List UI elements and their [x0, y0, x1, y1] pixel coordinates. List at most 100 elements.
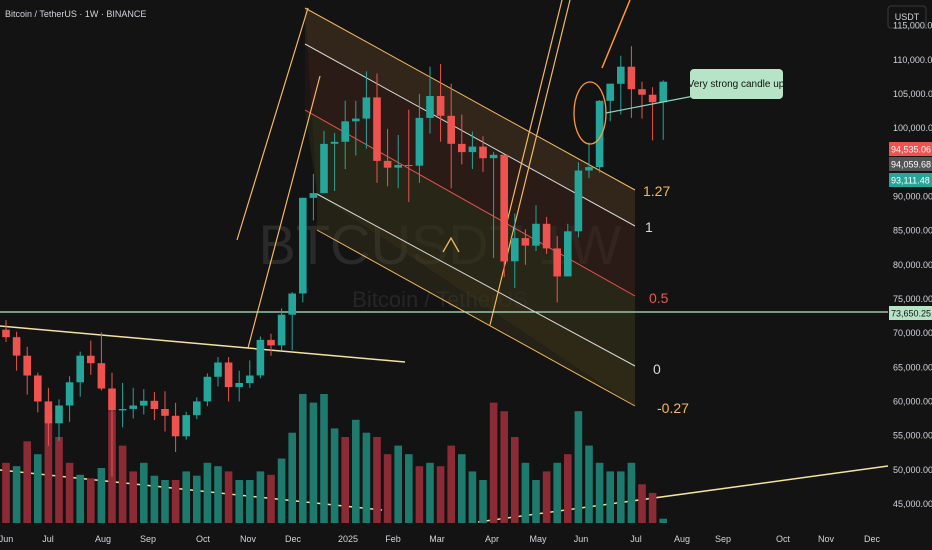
- candle: [12, 331, 21, 371]
- candle-body: [97, 363, 106, 389]
- candle: [648, 87, 657, 141]
- time-axis[interactable]: Jun Jul Aug Sep Oct Nov Dec 2025 Feb Mar Apr May Jun…: [0, 534, 880, 544]
- candle-body: [574, 170, 583, 232]
- candle: [267, 333, 275, 356]
- candle-body: [426, 96, 434, 118]
- candle-body: [352, 118, 360, 122]
- candle-body: [468, 146, 477, 153]
- candle: [87, 340, 95, 375]
- volume-bar: [34, 454, 42, 523]
- fib-label-neg027: -0.27: [657, 400, 689, 416]
- trend-line-rally-lower: [489, 0, 571, 326]
- candle: [606, 83, 614, 122]
- candle-body: [383, 160, 392, 168]
- volume-bar: [150, 475, 159, 523]
- candle-body: [458, 143, 466, 153]
- candle-body: [521, 238, 530, 246]
- price-tick-label: 100,000.00: [893, 123, 932, 133]
- price-tag-box: [889, 173, 932, 187]
- volume-bar: [118, 445, 127, 523]
- time-tick-label: Aug: [674, 534, 690, 544]
- candle-body: [34, 375, 42, 402]
- trend-lines[interactable]: [0, 0, 889, 523]
- fib-label-1: 1: [645, 219, 653, 235]
- candle-body: [447, 115, 455, 144]
- candle: [309, 173, 318, 221]
- price-tick-label: 75,000.00: [893, 294, 932, 304]
- volume-bar: [309, 402, 318, 523]
- volume-bar: [214, 466, 222, 523]
- candle-body: [330, 141, 339, 144]
- volume-bar: [203, 462, 212, 523]
- candle: [214, 357, 222, 387]
- time-tick-label: Dec: [864, 534, 881, 544]
- candle: [659, 80, 667, 140]
- candle: [394, 135, 402, 189]
- volume-bar: [521, 462, 530, 523]
- candle: [489, 152, 498, 258]
- volume-bar: [352, 419, 360, 523]
- candle-body: [489, 154, 498, 159]
- volume-bar: [140, 462, 148, 523]
- candle: [458, 114, 466, 165]
- price-tick-label: 60,000.00: [893, 396, 932, 406]
- price-tags: 94,535.06 94,059.68 93,111.48 73,650.25: [889, 142, 932, 320]
- candle-body: [182, 415, 190, 437]
- time-tick-label: 2025: [338, 534, 358, 544]
- callout-box: [690, 69, 783, 99]
- candle: [55, 399, 63, 442]
- volume-bar: [383, 454, 392, 523]
- candle: [65, 376, 74, 422]
- candle-body: [203, 376, 212, 402]
- candle: [447, 83, 455, 189]
- candle: [140, 389, 148, 415]
- fib-channel[interactable]: 1.27 1 0.5 0 -0.27: [304, 7, 689, 416]
- volume-bar: [373, 437, 381, 523]
- time-tick-label: May: [529, 534, 547, 544]
- time-tick-label: Sep: [140, 534, 156, 544]
- price-tag-text: 73,650.25: [891, 309, 931, 319]
- candle-body: [436, 96, 445, 116]
- candle: [500, 154, 508, 278]
- candle: [352, 100, 360, 156]
- trend-line-rally-upper: [504, 0, 563, 231]
- currency-button[interactable]: USDT: [887, 5, 927, 29]
- candle: [161, 391, 169, 432]
- candle: [595, 100, 604, 173]
- candle-body: [617, 66, 625, 84]
- candle-body: [23, 355, 31, 376]
- candle-body: [108, 388, 116, 411]
- candle-body: [193, 401, 201, 416]
- candle-body: [87, 355, 95, 364]
- volume-bar: [161, 480, 169, 523]
- volume-bar: [426, 462, 434, 523]
- volume-bar: [648, 492, 657, 523]
- trend-line-projection: [601, 0, 631, 69]
- symbol-title: Bitcoin / TetherUS · 1W · BINANCE: [5, 9, 146, 19]
- candle-body: [309, 193, 318, 198]
- price-axis[interactable]: 115,000.00 110,000.00 105,000.00 100,000.00…: [893, 21, 932, 509]
- volume-bar: [288, 432, 296, 523]
- volume-bar: [97, 468, 106, 523]
- volume-bar: [489, 402, 498, 523]
- price-tag-text: 93,111.48: [891, 176, 930, 186]
- annotation-very-strong-candle[interactable]: Very strong candle up: [573, 69, 785, 145]
- candle: [76, 351, 84, 397]
- fib-channel-band: [305, 44, 635, 296]
- candle: [627, 46, 636, 118]
- candle: [585, 142, 593, 178]
- currency-label: USDT: [895, 12, 920, 22]
- fib-channel-fill-top: [305, 8, 635, 406]
- candle: [203, 373, 212, 407]
- candle-body: [2, 329, 10, 338]
- candle-body: [140, 400, 148, 406]
- candle-body: [659, 81, 667, 103]
- candle: [224, 357, 233, 402]
- volume-bar: [256, 471, 265, 523]
- price-tick-label: 115,000.00: [893, 21, 932, 31]
- fib-line-05: [304, 109, 636, 297]
- candle-body: [564, 231, 572, 277]
- volume-bar: [76, 474, 84, 523]
- candle-body: [585, 167, 593, 171]
